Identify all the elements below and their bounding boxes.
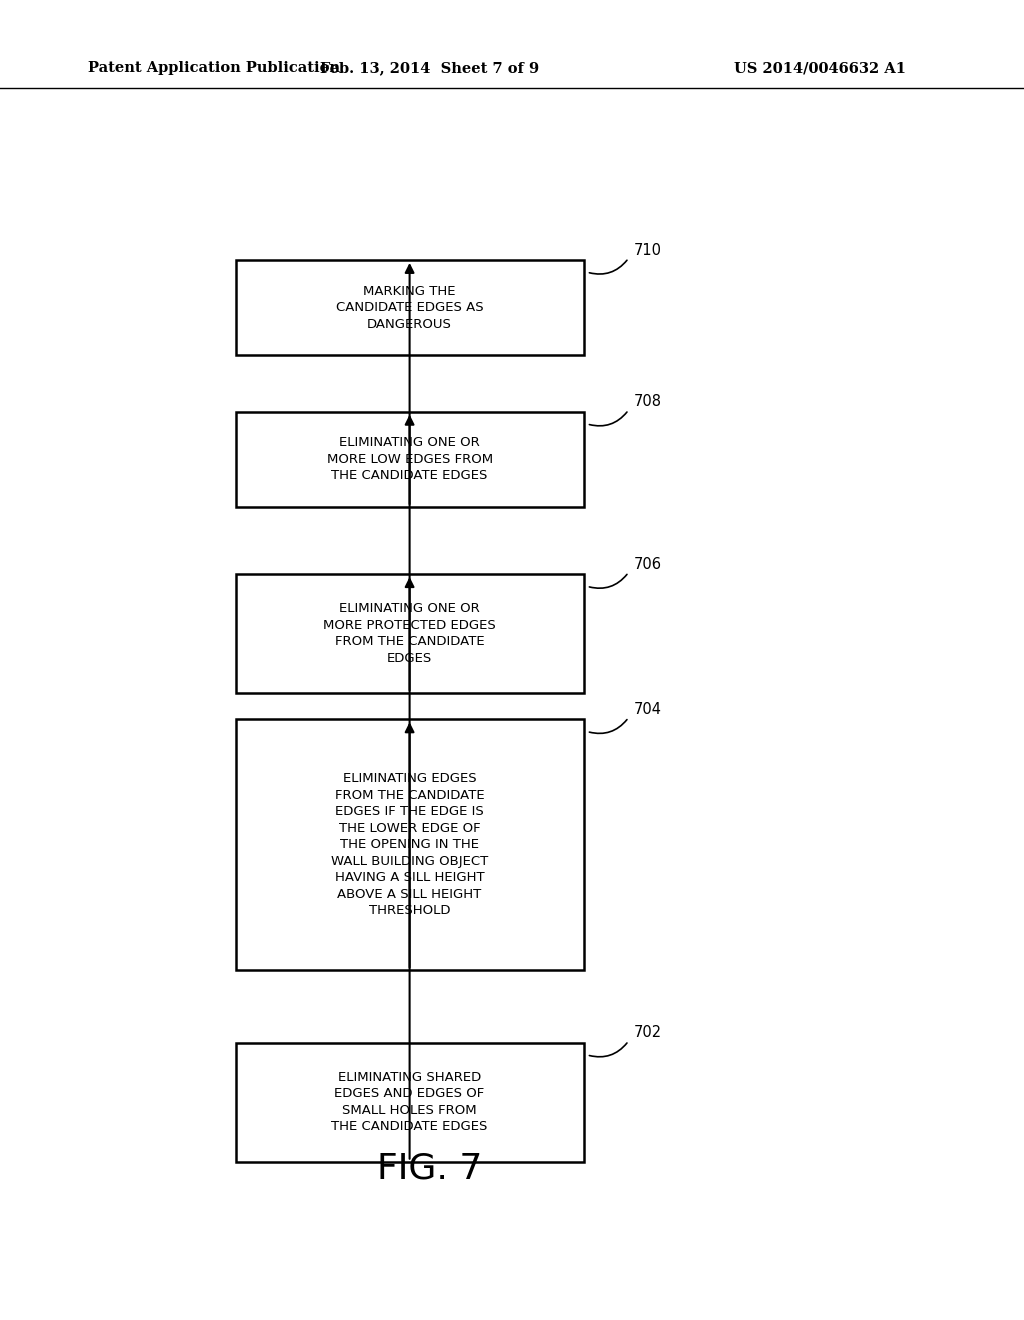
Text: 702: 702: [634, 1026, 662, 1040]
Bar: [236, 260, 584, 355]
Bar: [236, 412, 584, 507]
Text: 704: 704: [634, 702, 662, 717]
Text: ELIMINATING ONE OR
MORE LOW EDGES FROM
THE CANDIDATE EDGES: ELIMINATING ONE OR MORE LOW EDGES FROM T…: [327, 437, 493, 482]
Text: ELIMINATING ONE OR
MORE PROTECTED EDGES
FROM THE CANDIDATE
EDGES: ELIMINATING ONE OR MORE PROTECTED EDGES …: [324, 602, 496, 665]
Text: 710: 710: [634, 243, 662, 257]
Bar: [236, 1043, 584, 1162]
Text: ELIMINATING SHARED
EDGES AND EDGES OF
SMALL HOLES FROM
THE CANDIDATE EDGES: ELIMINATING SHARED EDGES AND EDGES OF SM…: [332, 1071, 487, 1134]
Text: ELIMINATING EDGES
FROM THE CANDIDATE
EDGES IF THE EDGE IS
THE LOWER EDGE OF
THE : ELIMINATING EDGES FROM THE CANDIDATE EDG…: [331, 772, 488, 917]
Text: 708: 708: [634, 395, 662, 409]
Bar: [236, 719, 584, 970]
Text: 706: 706: [634, 557, 662, 572]
Text: Feb. 13, 2014  Sheet 7 of 9: Feb. 13, 2014 Sheet 7 of 9: [321, 61, 540, 75]
Text: MARKING THE
CANDIDATE EDGES AS
DANGEROUS: MARKING THE CANDIDATE EDGES AS DANGEROUS: [336, 285, 483, 330]
Text: US 2014/0046632 A1: US 2014/0046632 A1: [734, 61, 906, 75]
Text: FIG. 7: FIG. 7: [378, 1151, 482, 1185]
Text: Patent Application Publication: Patent Application Publication: [88, 61, 340, 75]
Bar: [236, 574, 584, 693]
